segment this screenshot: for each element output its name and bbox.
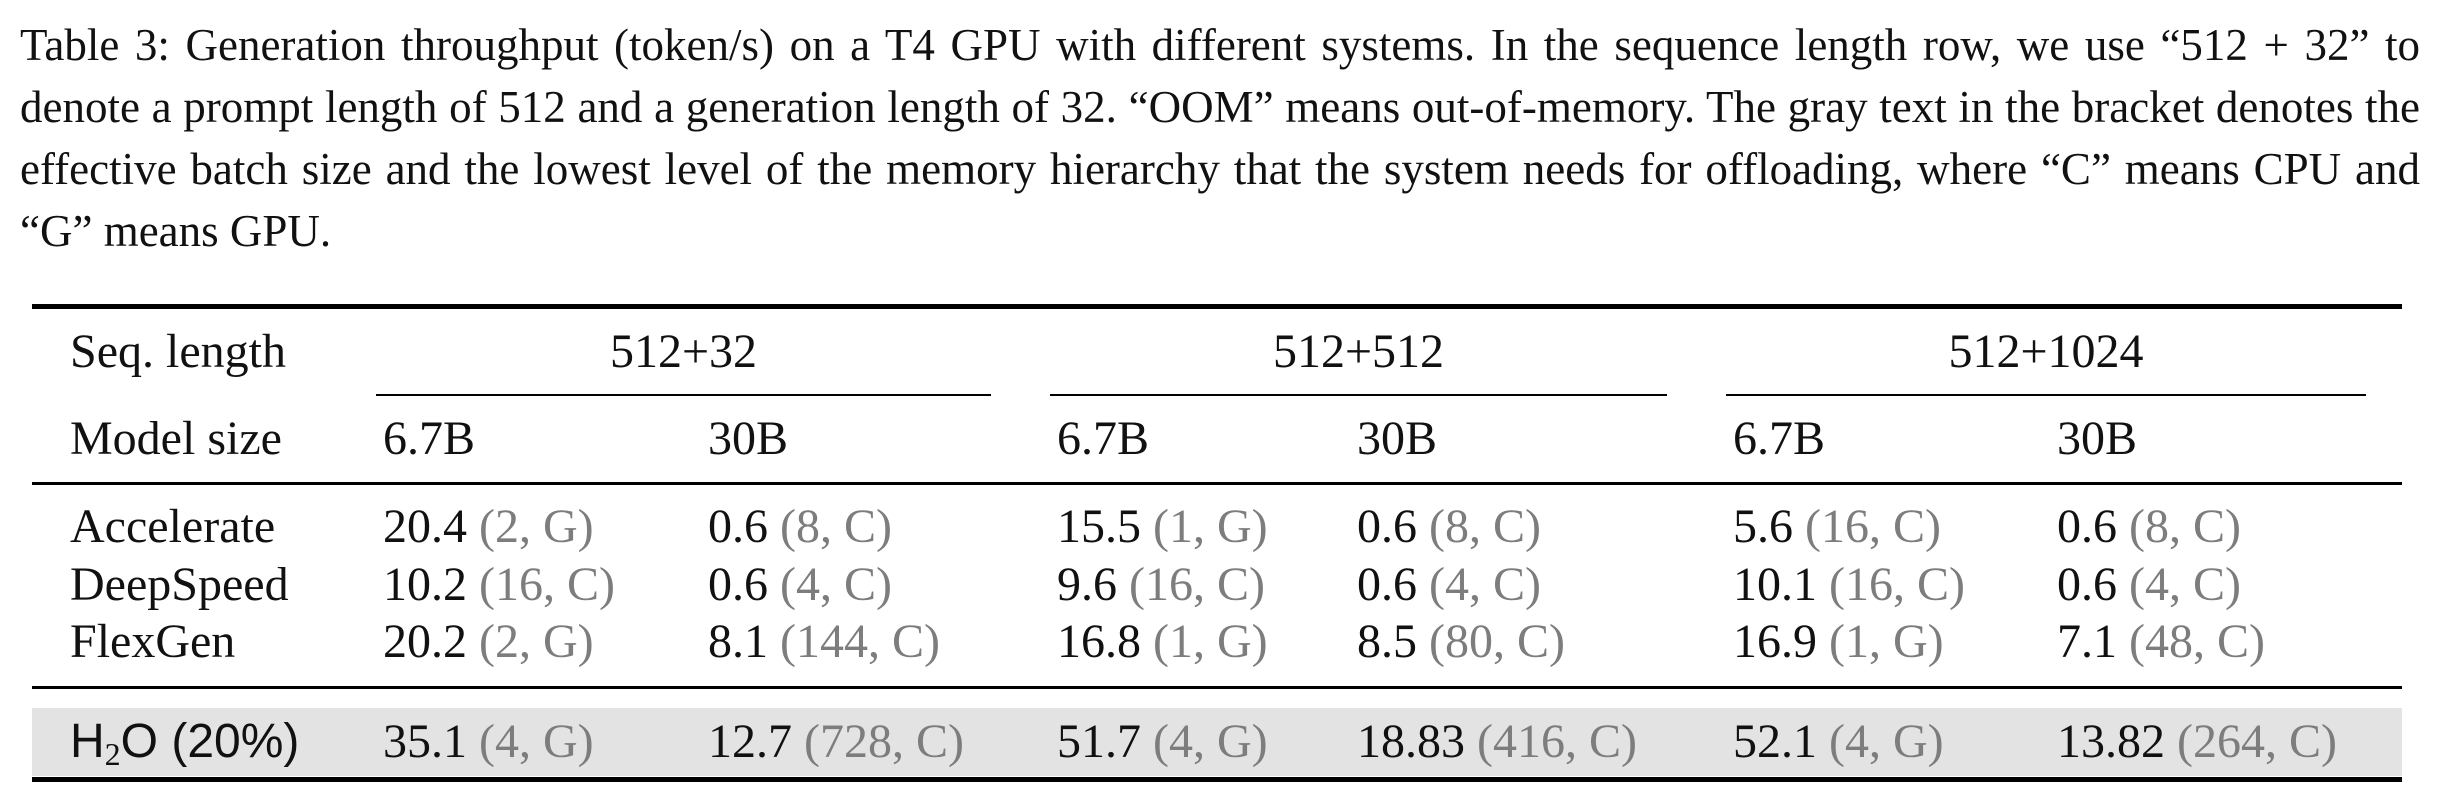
- table-cell: 52.1 (4, G): [1733, 715, 1944, 768]
- table-cell: 51.7 (4, G): [1057, 715, 1268, 768]
- table-cell: 20.2 (2, G): [383, 615, 594, 668]
- group-underline-2: [1050, 394, 1667, 396]
- table-cell: 13.82 (264, C): [2057, 715, 2337, 768]
- table-cell: 15.5 (1, G): [1057, 500, 1268, 553]
- highlight-row-background: [32, 708, 2402, 776]
- seq-group-512-512: 512+512: [1272, 325, 1445, 378]
- row-system-accelerate: Accelerate: [70, 500, 276, 553]
- table-cell: 0.6 (4, C): [1357, 558, 1541, 611]
- highlight-top-rule: [32, 686, 2402, 689]
- table-cell: 8.1 (144, C): [708, 615, 940, 668]
- row-system-h2o: H2O (20%): [70, 715, 300, 772]
- table-cell: 12.7 (728, C): [708, 715, 964, 768]
- table-cell: 0.6 (8, C): [2057, 500, 2241, 553]
- table-cell: 0.6 (8, C): [1357, 500, 1541, 553]
- model-size-col-5: 6.7B: [1733, 412, 1826, 465]
- table-cell: 9.6 (16, C): [1057, 558, 1265, 611]
- table-cell: 8.5 (80, C): [1357, 615, 1565, 668]
- table-cell: 20.4 (2, G): [383, 500, 594, 553]
- table-cell: 35.1 (4, G): [383, 715, 594, 768]
- model-size-col-3: 6.7B: [1057, 412, 1150, 465]
- model-size-header: Model size: [70, 412, 282, 465]
- table-cell: 16.9 (1, G): [1733, 615, 1944, 668]
- seq-length-header: Seq. length: [70, 325, 286, 378]
- seq-group-512-1024: 512+1024: [1948, 325, 2144, 378]
- row-system-deepspeed: DeepSpeed: [70, 558, 289, 611]
- table-cell: 16.8 (1, G): [1057, 615, 1268, 668]
- table-cell: 10.2 (16, C): [383, 558, 615, 611]
- table-cell: 0.6 (4, C): [2057, 558, 2241, 611]
- group-underline-1: [376, 394, 991, 396]
- header-rule: [32, 482, 2402, 485]
- table-cell: 7.1 (48, C): [2057, 615, 2265, 668]
- table-top-rule: [32, 304, 2402, 309]
- table-cell: 0.6 (4, C): [708, 558, 892, 611]
- table-caption: Table 3: Generation throughput (token/s)…: [20, 20, 2420, 256]
- table-cell: 10.1 (16, C): [1733, 558, 1965, 611]
- group-underline-3: [1726, 394, 2366, 396]
- table-cell: 5.6 (16, C): [1733, 500, 1941, 553]
- model-size-col-6: 30B: [2057, 412, 2138, 465]
- seq-group-512-32: 512+32: [609, 325, 758, 378]
- table-cell: 18.83 (416, C): [1357, 715, 1637, 768]
- model-size-col-1: 6.7B: [383, 412, 476, 465]
- row-system-flexgen: FlexGen: [70, 615, 236, 668]
- table-bottom-rule: [32, 777, 2402, 782]
- model-size-col-2: 30B: [708, 412, 789, 465]
- model-size-col-4: 30B: [1357, 412, 1438, 465]
- table-cell: 0.6 (8, C): [708, 500, 892, 553]
